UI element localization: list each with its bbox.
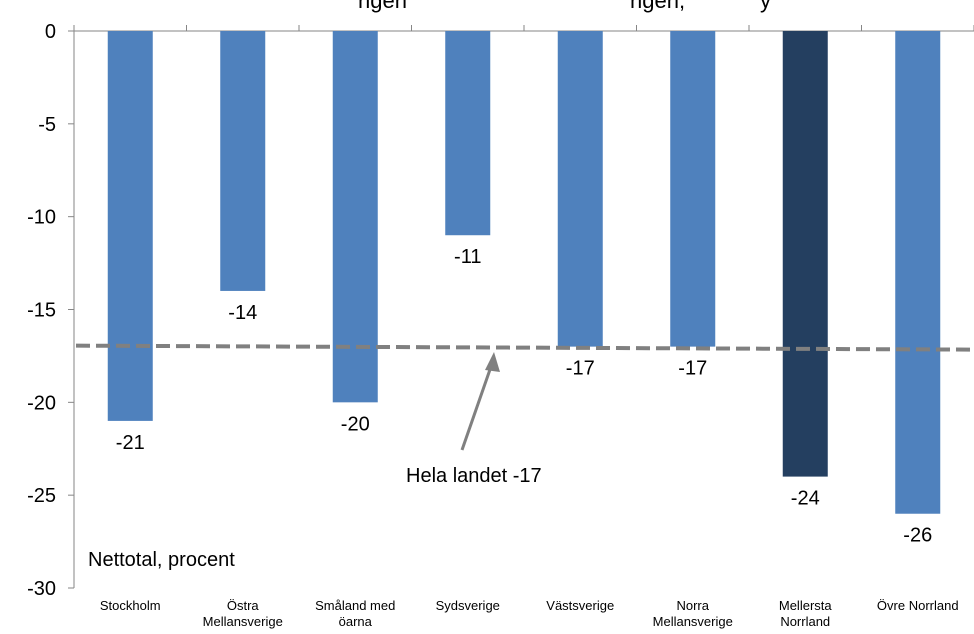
- bar: [445, 31, 491, 236]
- data-label: -21: [116, 432, 145, 454]
- chart-title: ngen ngen, y: [358, 0, 771, 13]
- bar: [332, 31, 378, 403]
- category-label: Stockholm: [100, 598, 161, 613]
- data-label: -20: [341, 413, 370, 435]
- y-tick-label: -25: [27, 485, 56, 507]
- y-tick-label: 0: [45, 21, 56, 43]
- category-label: Mellersta: [779, 598, 833, 613]
- axes: 0 -5 -10 -15 -20 -25 -30: [27, 21, 974, 600]
- y-axis-label: Nettotal, procent: [88, 549, 235, 571]
- category-label: öarna: [339, 614, 373, 629]
- arrowhead-icon: [485, 352, 500, 372]
- y-tick-label: -20: [27, 392, 56, 414]
- category-label: Sydsverige: [436, 598, 500, 613]
- data-labels: -21 -14 -20 -11 -17 -17 -24 -26: [116, 246, 932, 547]
- chart-title-fragment: y: [760, 0, 771, 13]
- bar: [895, 31, 941, 514]
- category-label: Norra: [676, 598, 709, 613]
- reference-line-group: [75, 343, 974, 451]
- data-label: -17: [566, 358, 595, 380]
- category-label: Mellansverige: [653, 614, 733, 629]
- bar: [670, 31, 716, 347]
- reference-line: [75, 343, 974, 352]
- bar: [107, 31, 153, 421]
- y-tick-label: -10: [27, 207, 56, 229]
- data-label: -11: [454, 246, 481, 268]
- bars: [107, 31, 941, 514]
- category-label: Småland med: [315, 598, 395, 613]
- bar: [220, 31, 266, 291]
- y-tick-label: -5: [38, 114, 56, 136]
- annotation-arrow: [460, 357, 496, 451]
- category-label: Västsverige: [546, 598, 614, 613]
- category-label: Norrland: [780, 614, 830, 629]
- bar: [782, 31, 828, 477]
- data-label: -24: [791, 488, 820, 510]
- data-label: -26: [903, 525, 932, 547]
- data-label: -14: [228, 302, 257, 324]
- reference-line-annotation: Hela landet -17: [406, 465, 542, 487]
- y-tick-label: -30: [27, 578, 56, 600]
- chart-title-fragment: ngen: [358, 0, 407, 13]
- data-label: -17: [678, 358, 707, 380]
- category-label: Mellansverige: [203, 614, 283, 629]
- bar: [557, 31, 603, 347]
- y-tick-label: -15: [27, 300, 56, 322]
- category-label: Östra: [227, 598, 260, 613]
- category-label: Övre Norrland: [877, 598, 959, 613]
- chart-title-fragment: ngen,: [630, 0, 685, 13]
